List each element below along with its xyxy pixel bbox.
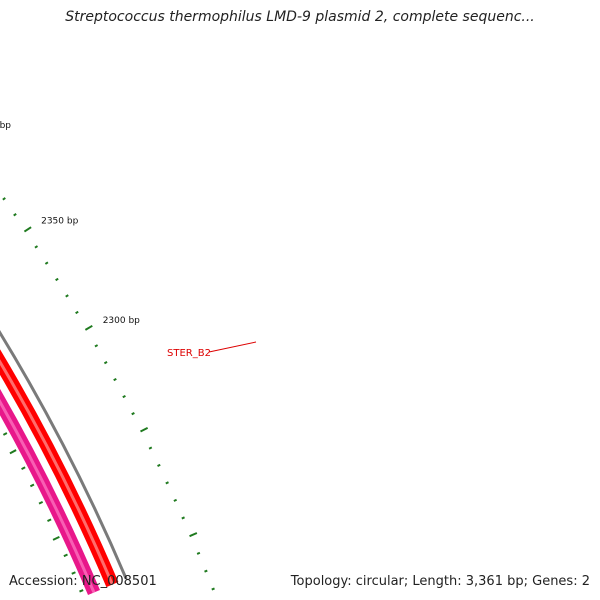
accession-text: Accession: NC_008501 [9, 574, 157, 589]
ruler-minor-tick [131, 412, 135, 416]
map-title: Streptococcus thermophilus LMD-9 plasmid… [65, 9, 535, 25]
outer-tick [63, 553, 68, 558]
gene-arc-inner[interactable] [0, 0, 119, 588]
ruler-minor-tick [113, 377, 117, 382]
ruler-minor-tick [181, 516, 185, 520]
ruler-minor-tick [165, 481, 169, 485]
ruler-major-tick [84, 324, 93, 331]
ruler-label: 2350 bp [41, 217, 78, 227]
ruler-major-tick [140, 426, 149, 433]
ruler-minor-tick [65, 294, 69, 298]
outer-tick [21, 466, 26, 470]
ruler-minor-tick [148, 446, 153, 450]
gene-arc-ster-b2[interactable] [0, 0, 100, 596]
outer-tick-marks [2, 432, 84, 593]
ruler-major-tick [23, 226, 32, 233]
ruler-minor-tick [75, 310, 79, 315]
gene-arc-outer-highlight [0, 399, 96, 594]
backbone-arc [0, 330, 128, 580]
outer-tick [79, 589, 84, 593]
ruler-minor-tick [55, 277, 59, 282]
outer-tick [47, 518, 52, 522]
ruler-minor-tick [2, 197, 6, 201]
ruler-minor-tick [204, 569, 208, 573]
ruler-minor-tick [122, 394, 126, 399]
ruler-minor-tick [196, 551, 201, 555]
topology-text: Topology: circular; Length: 3,361 bp; Ge… [290, 574, 590, 589]
gene-label-ster-b2[interactable]: STER_B2 [167, 348, 211, 359]
ruler-tick-marks [2, 197, 215, 591]
ruler-minor-tick [94, 344, 99, 348]
ruler-minor-tick [13, 213, 17, 217]
ruler-label: 2300 bp [103, 316, 140, 326]
backbone-line [0, 330, 128, 580]
ruler-minor-tick [44, 261, 49, 265]
ruler-minor-tick [103, 361, 108, 365]
gene-arc-inner-highlight [0, 359, 114, 586]
outer-tick [38, 500, 44, 505]
ruler-minor-tick [173, 498, 178, 502]
outer-tick [29, 483, 35, 488]
outer-tick [71, 571, 76, 575]
outer-tick [9, 449, 17, 455]
ruler-minor-tick [157, 463, 161, 467]
outer-tick [2, 432, 8, 436]
ruler-label: 2400 bp [0, 121, 11, 131]
ruler-minor-tick [34, 245, 39, 249]
outer-tick [52, 535, 60, 541]
ruler-major-tick [189, 532, 198, 538]
ruler-minor-tick [211, 587, 215, 591]
gene-label-leader [208, 341, 257, 353]
